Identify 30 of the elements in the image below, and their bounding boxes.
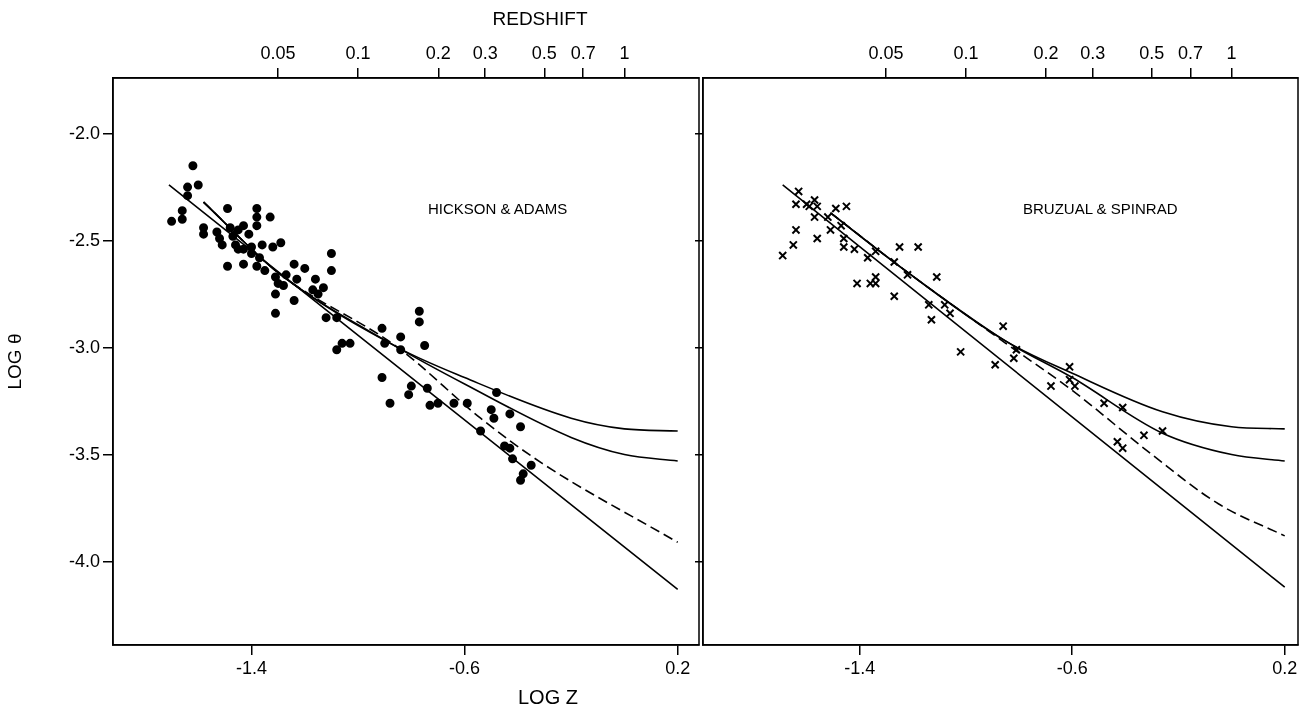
y-axis-title: LOG θ [3, 333, 25, 390]
x-tick-label: -0.6 [449, 657, 481, 678]
x2-axis-title: REDSHIFT [491, 8, 589, 30]
x2-tick-label: 0.7 [1177, 43, 1203, 64]
y-tick-label: -4.0 [68, 550, 100, 571]
x2-tick-label: 1 [619, 43, 630, 64]
x-tick-label: -1.4 [235, 657, 268, 678]
x-axis-title: LOG Z [517, 686, 579, 709]
x-tick-label: -0.6 [1056, 657, 1088, 678]
x2-tick-label: 0.5 [1139, 43, 1165, 64]
x2-tick-label: 0.1 [953, 43, 979, 64]
y-tick-label: -3.5 [68, 443, 100, 464]
x2-tick-label: 0.05 [868, 43, 904, 64]
x-tick-label: 0.2 [1272, 657, 1298, 678]
x2-tick-label: 1 [1226, 43, 1237, 64]
y-tick-label: -2.5 [68, 229, 100, 250]
x2-tick-label: 0.7 [570, 43, 596, 64]
x2-tick-label: 0.05 [260, 43, 296, 64]
y-tick-label: -2.0 [68, 122, 100, 143]
x-tick-label: 0.2 [665, 657, 691, 678]
x2-tick-label: 0.3 [1080, 43, 1106, 64]
x2-tick-label: 0.2 [1033, 43, 1059, 64]
annotation: BRUZUAL & SPINRAD [1023, 200, 1178, 217]
x2-tick-label: 0.2 [425, 43, 451, 64]
x2-tick-label: 0.3 [472, 43, 498, 64]
y-tick-label: -3.0 [68, 336, 100, 357]
x-tick-label: -1.4 [844, 657, 876, 678]
x2-tick-label: 0.1 [345, 43, 371, 64]
x2-tick-label: 0.5 [531, 43, 557, 64]
annotation: HICKSON & ADAMS [428, 200, 568, 217]
